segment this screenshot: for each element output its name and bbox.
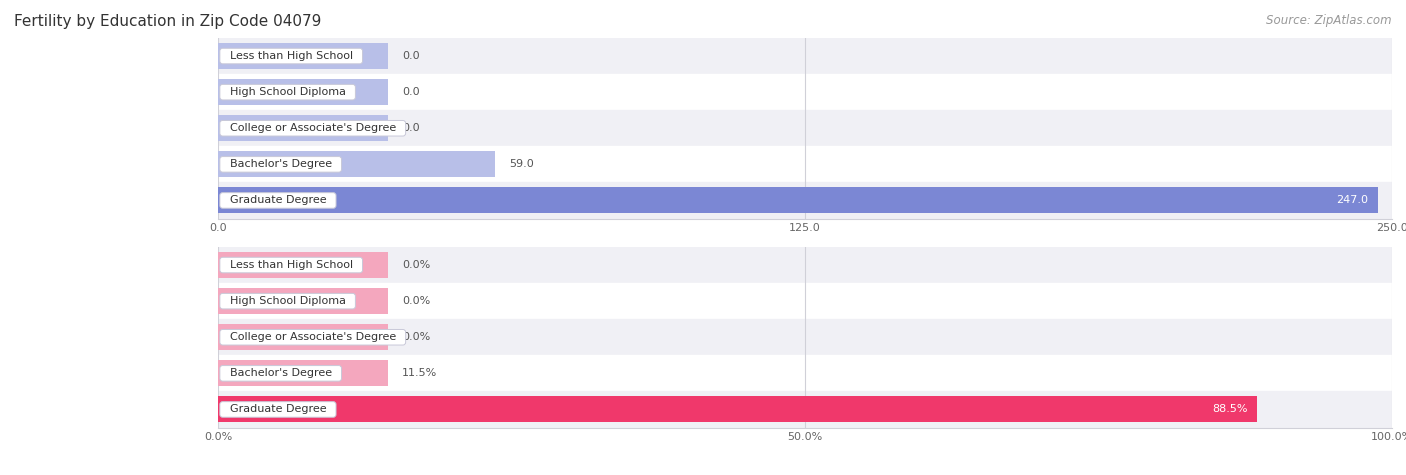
Bar	[218, 391, 1392, 428]
Text: College or Associate's Degree: College or Associate's Degree	[222, 332, 404, 342]
Bar	[218, 110, 1392, 146]
Bar	[218, 74, 1392, 110]
Text: 59.0: 59.0	[509, 159, 534, 170]
Text: 88.5%: 88.5%	[1212, 404, 1247, 415]
Bar	[218, 397, 1257, 422]
Bar	[218, 38, 1392, 74]
Text: High School Diploma: High School Diploma	[222, 296, 353, 306]
Bar	[218, 115, 388, 141]
Text: Fertility by Education in Zip Code 04079: Fertility by Education in Zip Code 04079	[14, 14, 322, 29]
Bar	[218, 43, 388, 69]
Bar	[218, 79, 388, 105]
Bar	[218, 288, 388, 314]
Text: Bachelor's Degree: Bachelor's Degree	[222, 368, 339, 379]
Text: Bachelor's Degree: Bachelor's Degree	[222, 159, 339, 170]
Text: 0.0: 0.0	[402, 123, 420, 133]
Bar	[218, 146, 1392, 182]
Text: High School Diploma: High School Diploma	[222, 87, 353, 97]
Text: Graduate Degree: Graduate Degree	[222, 195, 333, 206]
Text: Source: ZipAtlas.com: Source: ZipAtlas.com	[1267, 14, 1392, 27]
Text: 11.5%: 11.5%	[402, 368, 437, 379]
Text: Less than High School: Less than High School	[222, 51, 360, 61]
Text: 0.0: 0.0	[402, 51, 420, 61]
Text: 0.0%: 0.0%	[402, 332, 430, 342]
Bar	[218, 188, 1378, 213]
Text: College or Associate's Degree: College or Associate's Degree	[222, 123, 404, 133]
Text: 247.0: 247.0	[1337, 195, 1368, 206]
Text: Graduate Degree: Graduate Degree	[222, 404, 333, 415]
Text: 0.0: 0.0	[402, 87, 420, 97]
Bar	[218, 319, 1392, 355]
Bar	[218, 152, 495, 177]
Text: 0.0%: 0.0%	[402, 260, 430, 270]
Bar	[218, 247, 1392, 283]
Bar	[218, 324, 388, 350]
Bar	[218, 252, 388, 278]
Bar	[218, 182, 1392, 218]
Text: Less than High School: Less than High School	[222, 260, 360, 270]
Bar	[218, 361, 388, 386]
Text: 0.0%: 0.0%	[402, 296, 430, 306]
Bar	[218, 355, 1392, 391]
Bar	[218, 283, 1392, 319]
